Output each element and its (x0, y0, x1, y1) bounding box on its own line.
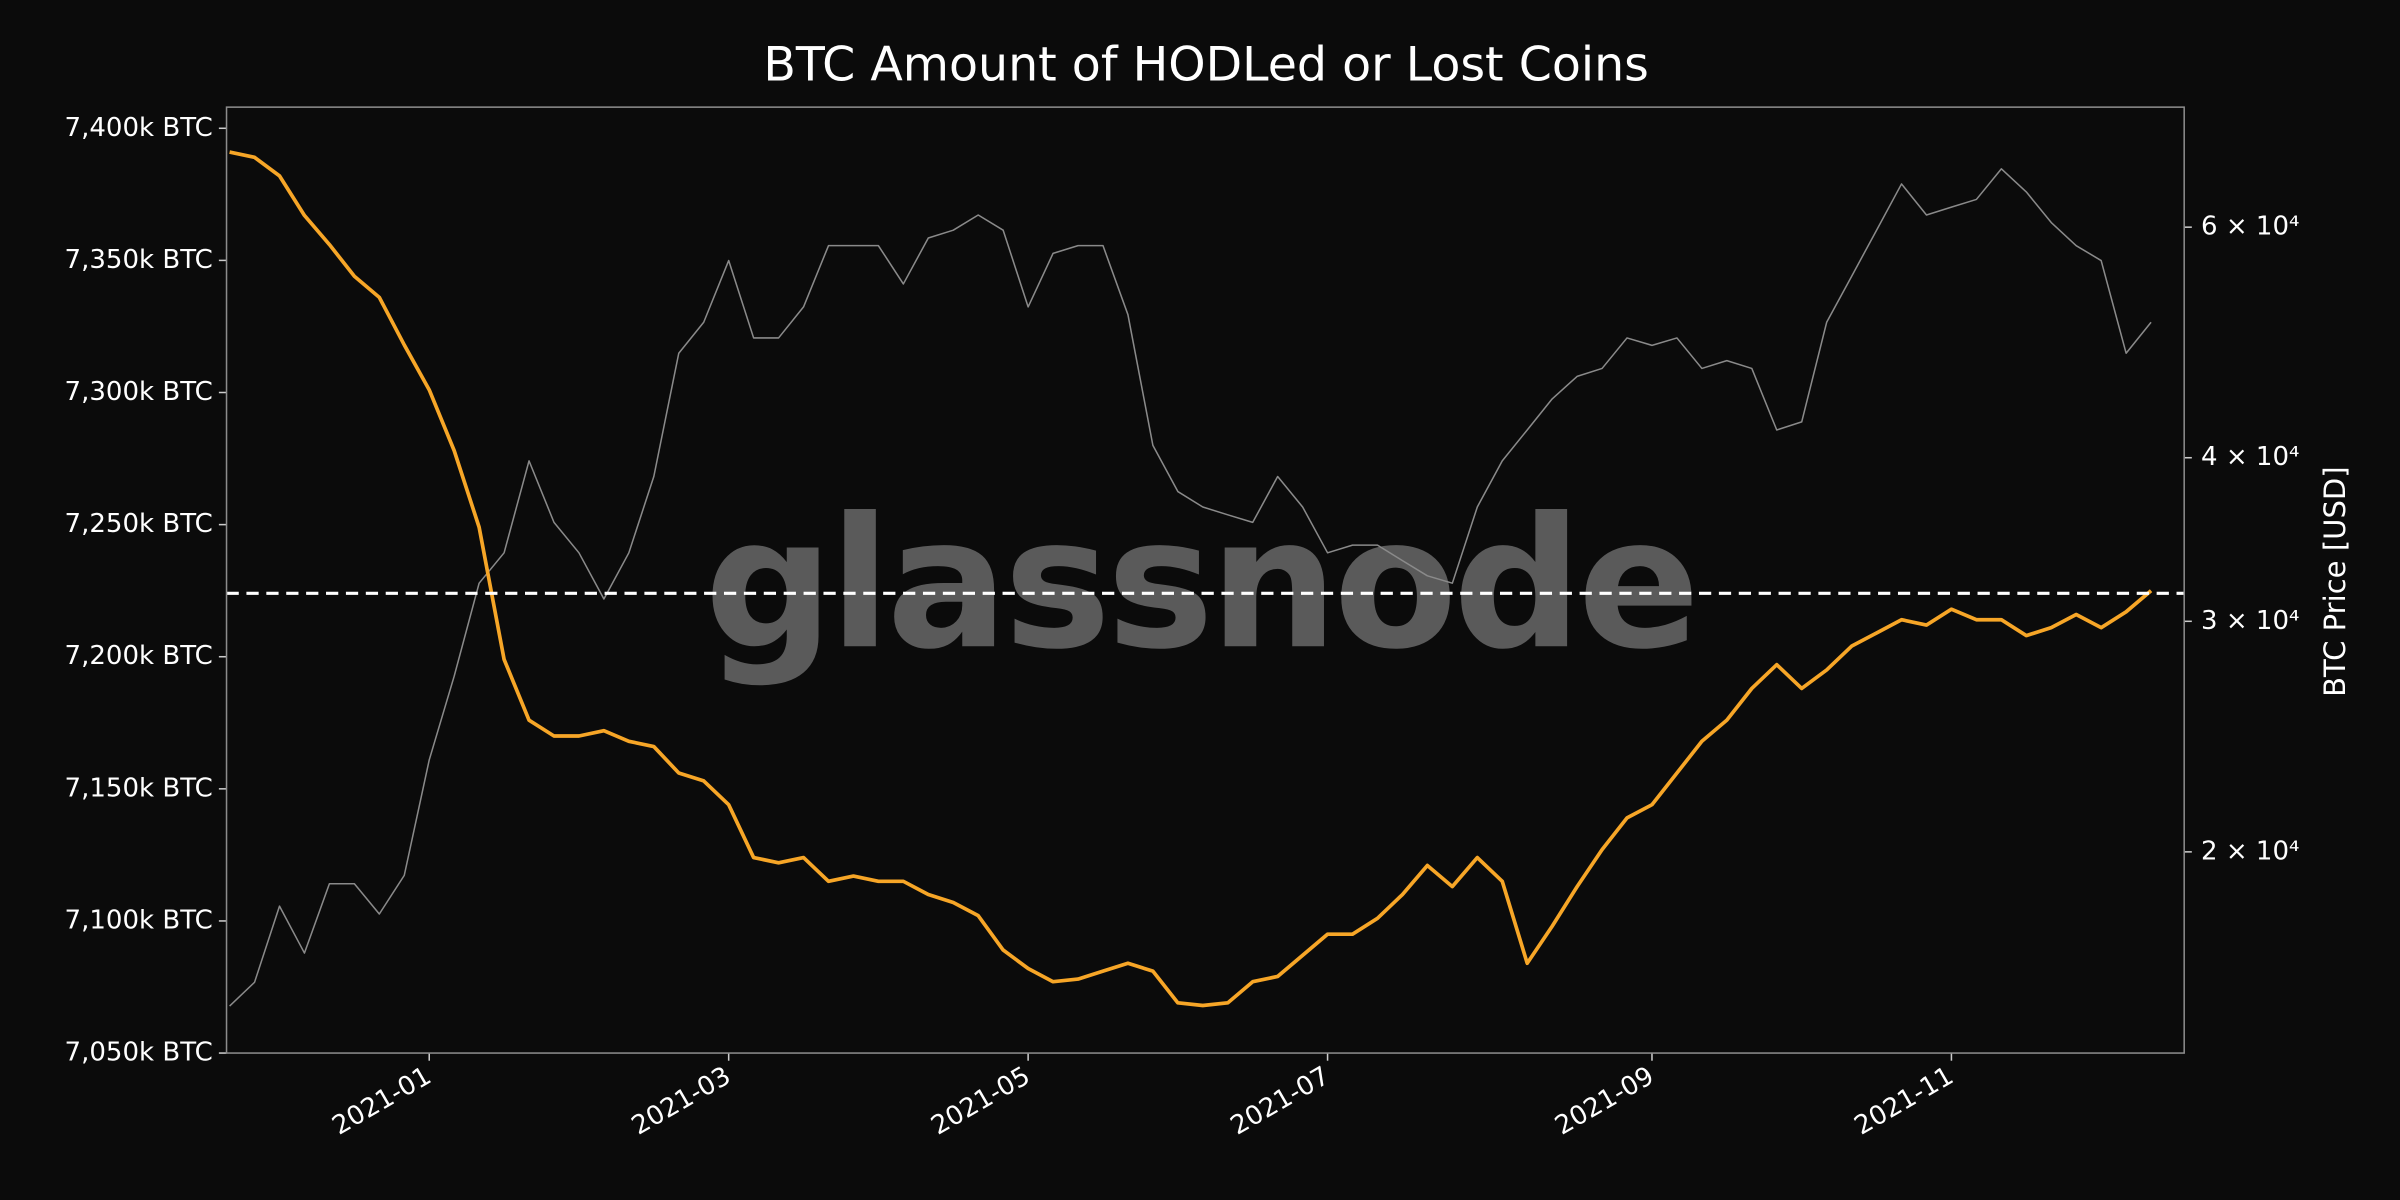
price-line (229, 168, 2152, 1007)
y-tick-label: 7,150k BTC (65, 773, 213, 803)
y2-tick-label: 4 × 10⁴ (2201, 442, 2299, 472)
watermark: glassnode (704, 478, 1695, 689)
chart-title: BTC Amount of HODLed or Lost Coins (763, 37, 1648, 92)
y-tick-label: 7,100k BTC (65, 905, 213, 935)
y-tick-label: 7,300k BTC (65, 377, 213, 407)
y-tick-label: 7,250k BTC (65, 509, 213, 539)
y2-tick-label: 3 × 10⁴ (2201, 606, 2299, 636)
y2-axis-label: BTC Price [USD] (2318, 466, 2352, 697)
plot-frame (225, 106, 2185, 1054)
y-tick-label: 7,050k BTC (65, 1038, 213, 1068)
y-tick-label: 7,350k BTC (65, 245, 213, 275)
y2-tick-label: 2 × 10⁴ (2201, 836, 2299, 866)
y2-tick-label: 6 × 10⁴ (2201, 212, 2299, 242)
hodl-line (229, 150, 2153, 1008)
y-tick-label: 7,400k BTC (65, 113, 213, 143)
y-tick-label: 7,200k BTC (65, 641, 213, 671)
